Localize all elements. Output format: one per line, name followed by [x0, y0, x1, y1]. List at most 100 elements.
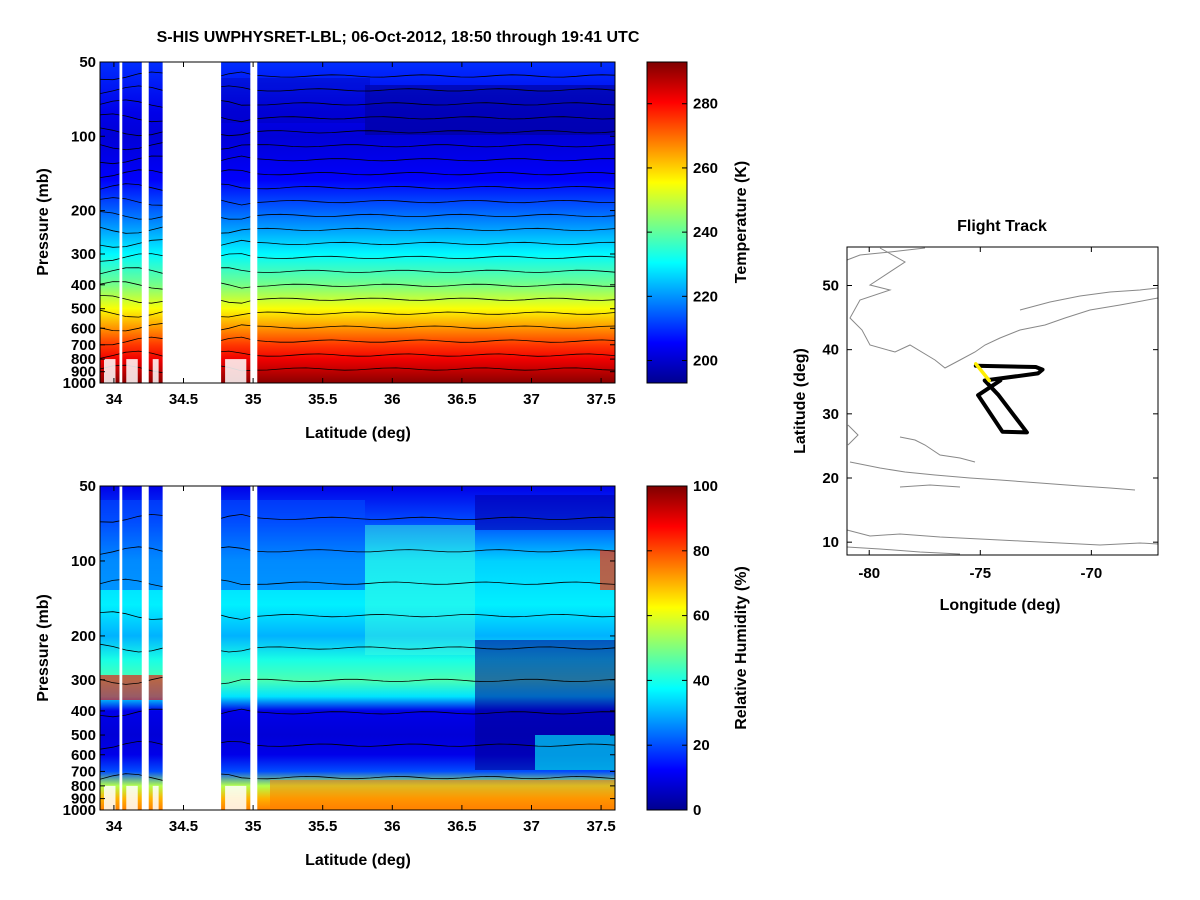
temperature-xtick-label: 34 [106, 391, 123, 408]
humidity-ytick-label: 600 [71, 747, 96, 764]
flight-track-ytick-label: 40 [822, 342, 839, 359]
flight-track-ytick-label: 50 [822, 278, 839, 295]
flight-track-ytick-label: 30 [822, 406, 839, 423]
humidity-xtick-label: 35.5 [308, 818, 337, 835]
temperature-x-ticks: 34 34.5 35 35.5 36 36.5 37 37.5 [106, 62, 616, 408]
temperature-missing-lowlevel [225, 359, 247, 383]
temperature-xtick-label: 34.5 [169, 391, 198, 408]
temperature-ytick-label: 600 [71, 320, 96, 337]
humidity-xtick-label: 34.5 [169, 818, 198, 835]
flight-track-xlabel: Longitude (deg) [940, 597, 1061, 614]
flight-track-xtick-label: -70 [1081, 565, 1103, 582]
temperature-xtick-label: 36.5 [447, 391, 476, 408]
flight-track-x-ticks: -80 -75 -70 [858, 247, 1102, 582]
humidity-missing-lowlevel [152, 785, 159, 810]
temperature-cbtick-label: 260 [693, 160, 718, 177]
temperature-missing-lowlevel [152, 359, 159, 383]
temperature-ytick-label: 400 [71, 277, 96, 294]
flight-track-xtick-label: -80 [858, 565, 880, 582]
humidity-axes-box [99, 485, 616, 811]
temperature-ytick-label: 700 [71, 337, 96, 354]
humidity-missing-lowlevel [126, 785, 138, 810]
temperature-xlabel: Latitude (deg) [305, 425, 411, 442]
temperature-missing-lowlevel [104, 359, 116, 383]
temperature-panel: 34 34.5 35 35.5 36 36.5 37 37.5 501002003004005… [35, 54, 750, 442]
flight-track-axes-box [846, 246, 1159, 556]
temperature-xtick-label: 35 [245, 391, 262, 408]
humidity-cbtick-label: 80 [693, 543, 710, 560]
temperature-missing-lowlevel [126, 359, 138, 383]
humidity-missing-column [250, 486, 258, 810]
temperature-ytick-label: 800 [71, 351, 96, 368]
humidity-xtick-label: 37.5 [586, 818, 615, 835]
temperature-ytick-label: 1000 [63, 375, 96, 392]
humidity-xtick-label: 36.5 [447, 818, 476, 835]
temperature-xtick-label: 35.5 [308, 391, 337, 408]
flight-track-panel: Flight Track -80 -75 -70 10 20 30 40 50 Longit… [792, 218, 1159, 614]
humidity-ytick-label: 800 [71, 778, 96, 795]
temperature-missing-column [162, 62, 222, 383]
temperature-missing-column [141, 62, 149, 383]
coastline [846, 247, 1159, 555]
humidity-x-ticks: 34 34.5 35 35.5 36 36.5 37 37.5 [106, 486, 616, 835]
humidity-ytick-label: 700 [71, 763, 96, 780]
humidity-xtick-label: 35 [245, 818, 262, 835]
flight-track-ylabel: Latitude (deg) [792, 348, 809, 454]
humidity-cbtick-label: 0 [693, 802, 701, 819]
humidity-cbtick-label: 20 [693, 737, 710, 754]
humidity-xtick-label: 37 [523, 818, 540, 835]
temperature-cbtick-label: 200 [693, 353, 718, 370]
temperature-ytick-label: 300 [71, 246, 96, 263]
flight-track-xtick-label: -75 [969, 565, 991, 582]
temperature-missing-column [119, 62, 123, 383]
humidity-ylabel: Pressure (mb) [35, 594, 52, 702]
humidity-ytick-label: 900 [71, 791, 96, 808]
humidity-xlabel: Latitude (deg) [305, 852, 411, 869]
temperature-xtick-label: 37 [523, 391, 540, 408]
humidity-missing-column [162, 486, 222, 810]
humidity-cbtick-label: 40 [693, 672, 710, 689]
flight-track-line [973, 363, 1045, 435]
humidity-missing-column [119, 486, 123, 810]
temperature-ytick-label: 900 [71, 364, 96, 381]
humidity-structure [100, 495, 615, 808]
temperature-ylabel: Pressure (mb) [35, 168, 52, 276]
flight-track-y-ticks: 10 20 30 40 50 [822, 278, 1158, 551]
flight-track-title: Flight Track [957, 218, 1047, 235]
temperature-colorbar-ticks: 200 220 240 260 280 [647, 96, 718, 370]
flight-track-lines [973, 362, 1045, 435]
humidity-ytick-label: 200 [71, 628, 96, 645]
humidity-missing-lowlevel [225, 785, 247, 810]
temperature-missing-data [104, 62, 258, 383]
humidity-ytick-label: 1000 [63, 802, 96, 819]
humidity-ytick-label: 100 [71, 553, 96, 570]
humidity-panel: 34 34.5 35 35.5 36 36.5 37 37.5 501002003004005… [35, 478, 750, 869]
humidity-ytick-label: 300 [71, 672, 96, 689]
temperature-cbtick-label: 280 [693, 96, 718, 113]
temperature-ytick-label: 100 [71, 128, 96, 145]
temperature-ytick-label: 50 [79, 54, 96, 71]
humidity-xtick-label: 34 [106, 818, 123, 835]
temperature-missing-column [250, 62, 258, 383]
humidity-cbtick-label: 100 [693, 478, 718, 495]
humidity-missing-data [104, 486, 258, 810]
temperature-cbtick-label: 220 [693, 288, 718, 305]
humidity-colorbar-label: Relative Humidity (%) [733, 566, 750, 730]
temperature-cbtick-label: 240 [693, 224, 718, 241]
flight-track-ytick-label: 10 [822, 534, 839, 551]
humidity-missing-column [141, 486, 149, 810]
flight-track-segment [974, 362, 991, 383]
temperature-colorbar-label: Temperature (K) [733, 161, 750, 283]
temperature-colorbar [646, 61, 688, 384]
humidity-colorbar-ticks: 0 20 40 60 80 100 [647, 478, 718, 819]
humidity-ytick-label: 400 [71, 703, 96, 720]
flight-track-ytick-label: 20 [822, 470, 839, 487]
temperature-ytick-label: 500 [71, 301, 96, 318]
humidity-ytick-label: 500 [71, 727, 96, 744]
humidity-missing-lowlevel [104, 785, 116, 810]
temperature-ytick-label: 200 [71, 203, 96, 220]
temperature-axes-box [99, 61, 616, 384]
